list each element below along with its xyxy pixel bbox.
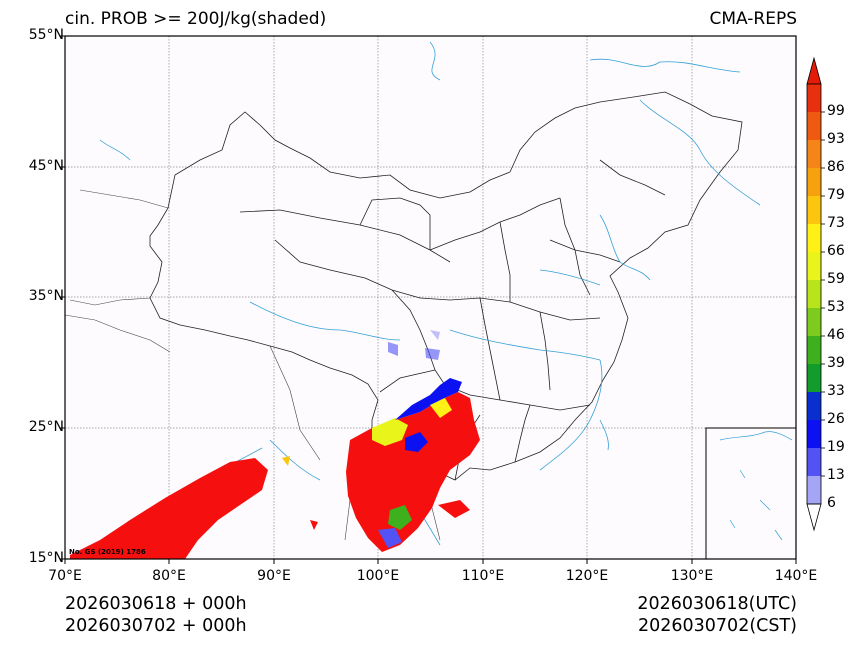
inset-coastline — [719, 431, 793, 541]
colorbar-cell — [807, 336, 821, 364]
chart-title: cin. PROB >= 200J/kg(shaded) — [65, 9, 327, 29]
colorbar-label: 26 — [827, 411, 845, 427]
colorbar-cell — [807, 420, 821, 448]
lat-label: 25°N — [28, 419, 64, 435]
lon-label: 90°E — [257, 568, 291, 584]
forecast-time-right: 2026030618(UTC) 2026030702(CST) — [637, 593, 797, 637]
colorbar-cell — [807, 224, 821, 252]
colorbar-label: 13 — [827, 467, 845, 483]
lon-label: 110°E — [461, 568, 505, 584]
axis-ticks — [60, 35, 797, 564]
lon-label: 120°E — [565, 568, 609, 584]
lon-label: 70°E — [48, 568, 82, 584]
inset-map — [705, 427, 797, 560]
colorbar — [806, 56, 825, 532]
colorbar-cell — [807, 392, 821, 420]
colorbar-cell — [807, 168, 821, 196]
lon-label: 130°E — [670, 568, 714, 584]
colorbar-cell — [807, 84, 821, 112]
china-boundary — [149, 91, 743, 481]
colorbar-label: 93 — [827, 131, 845, 147]
probability-shading — [70, 330, 732, 559]
colorbar-cell — [807, 252, 821, 280]
lon-label: 140°E — [774, 568, 818, 584]
colorbar-cell — [807, 448, 821, 476]
colorbar-cell — [807, 280, 821, 308]
colorbar-cell — [807, 308, 821, 336]
init-time-utc: 2026030618 + 000h — [65, 594, 247, 614]
colorbar-label: 73 — [827, 215, 845, 231]
forecast-time-left: 2026030618 + 000h 2026030702 + 000h — [65, 593, 247, 637]
lat-label: 15°N — [28, 550, 64, 566]
colorbar-label: 53 — [827, 299, 845, 315]
colorbar-label: 59 — [827, 271, 845, 287]
colorbar-label: 46 — [827, 327, 845, 343]
colorbar-cell — [807, 476, 821, 504]
colorbar-label: 86 — [827, 159, 845, 175]
colorbar-label: 66 — [827, 243, 845, 259]
lon-label: 80°E — [152, 568, 186, 584]
map-approval-note: No. GS (2019) 1786 — [69, 548, 146, 556]
colorbar-cell — [807, 364, 821, 392]
colorbar-label: 39 — [827, 355, 845, 371]
lat-label: 45°N — [28, 158, 64, 174]
colorbar-label: 19 — [827, 439, 845, 455]
colorbar-cell — [807, 140, 821, 168]
lat-label: 35°N — [28, 288, 64, 304]
colorbar-max-arrow — [806, 56, 822, 85]
colorbar-label: 79 — [827, 187, 845, 203]
lon-label: 100°E — [356, 568, 400, 584]
valid-time-utc: 2026030618(UTC) — [637, 594, 797, 614]
colorbar-cell — [807, 112, 821, 140]
init-time-cst: 2026030702 + 000h — [65, 616, 247, 636]
colorbar-label: 33 — [827, 383, 845, 399]
model-name: CMA-REPS — [709, 9, 797, 29]
colorbar-label: 6 — [827, 495, 836, 511]
lat-label: 55°N — [28, 27, 64, 43]
valid-time-cst: 2026030702(CST) — [637, 616, 797, 636]
colorbar-min-arrow — [806, 503, 822, 532]
colorbar-cell — [807, 196, 821, 224]
colorbar-label: 99 — [827, 103, 845, 119]
